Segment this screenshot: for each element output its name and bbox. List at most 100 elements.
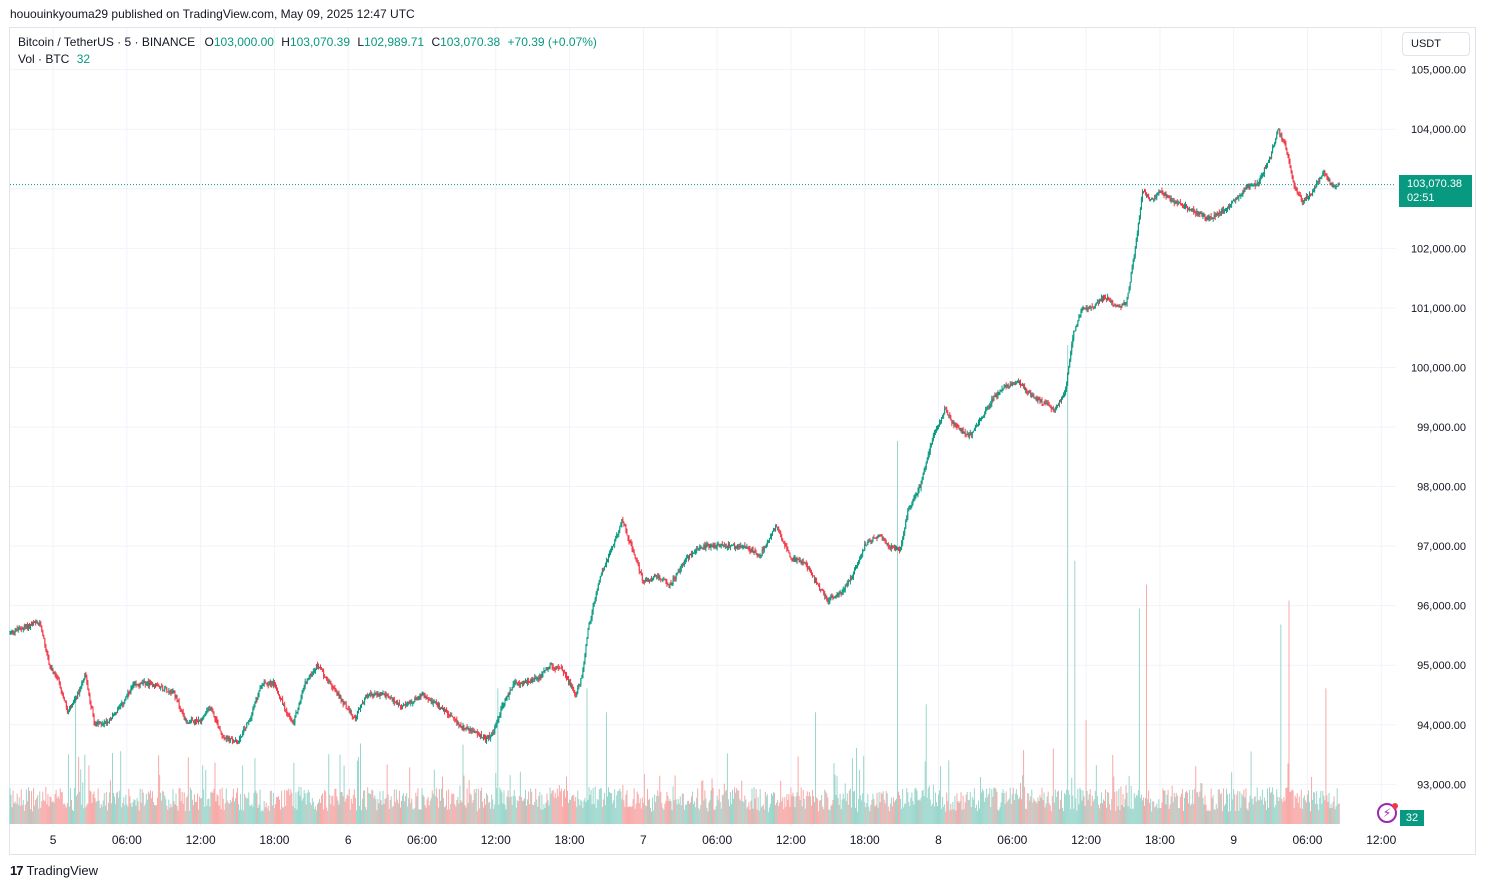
- candle-body: [170, 691, 172, 693]
- volume-bar: [1190, 805, 1192, 824]
- candle-body: [1332, 185, 1334, 187]
- volume-bar: [161, 800, 163, 824]
- candle-body: [1004, 384, 1006, 387]
- candle-body: [303, 686, 305, 691]
- candle-body: [628, 538, 630, 542]
- candle-body: [1117, 305, 1119, 307]
- volume-bar: [1158, 799, 1160, 824]
- volume-bar: [417, 788, 419, 824]
- candle-body: [160, 686, 162, 689]
- volume-bar: [477, 788, 479, 824]
- candle-body: [274, 683, 276, 687]
- candle-body: [253, 706, 255, 710]
- candle-body: [976, 425, 978, 427]
- candle-body: [72, 703, 74, 707]
- volume-bar: [402, 795, 404, 824]
- candle-body: [231, 738, 233, 741]
- volume-bar: [231, 797, 233, 824]
- volume-bar: [323, 809, 325, 824]
- volume-bar: [1326, 795, 1328, 824]
- candle-body: [688, 554, 690, 559]
- volume-bar: [996, 791, 998, 824]
- volume-bar: [124, 804, 126, 824]
- volume-legend[interactable]: Vol · BTC 32: [18, 52, 90, 66]
- volume-bar: [223, 810, 225, 824]
- volume-bar: [1104, 800, 1106, 824]
- volume-bar: [796, 792, 798, 824]
- volume-bar: [339, 754, 341, 824]
- candle-body: [1304, 198, 1306, 200]
- volume-bar: [217, 795, 219, 824]
- volume-bar: [101, 806, 103, 824]
- candle-body: [982, 417, 984, 419]
- volume-bar: [188, 810, 190, 824]
- volume-bar: [730, 804, 732, 824]
- candle-body: [432, 702, 434, 704]
- volume-bar: [753, 787, 755, 824]
- volume-bar: [116, 792, 118, 824]
- volume-bar: [874, 806, 876, 824]
- candle-body: [331, 683, 333, 687]
- volume-bar: [1092, 801, 1094, 824]
- symbol-name[interactable]: Bitcoin / TetherUS · 5 · BINANCE: [18, 35, 196, 49]
- volume-bar: [702, 780, 704, 824]
- candle-body: [670, 582, 672, 585]
- volume-bar: [113, 792, 115, 824]
- candle-body: [374, 693, 376, 696]
- volume-bar: [710, 790, 712, 824]
- candle-body: [691, 554, 693, 556]
- volume-bar: [56, 798, 58, 824]
- volume-bar: [1263, 797, 1265, 824]
- candle-body: [839, 592, 841, 594]
- candle-body: [819, 585, 821, 590]
- volume-bar: [1319, 797, 1321, 824]
- candle-body: [1089, 306, 1091, 308]
- volume-bar: [1053, 802, 1055, 824]
- volume-bar: [540, 809, 542, 824]
- volume-bar: [732, 789, 734, 824]
- candle-body: [1266, 162, 1268, 166]
- currency-unit-button[interactable]: USDT: [1402, 32, 1470, 56]
- volume-bar: [490, 808, 492, 824]
- candle-body: [519, 683, 521, 685]
- candle-body: [314, 669, 316, 671]
- candle-body: [82, 682, 84, 684]
- volume-bar: [934, 792, 936, 824]
- volume-bar: [737, 790, 739, 824]
- volume-bar: [84, 754, 86, 824]
- candle-body: [69, 706, 71, 709]
- candle-body: [582, 669, 584, 678]
- candle-body: [1111, 301, 1113, 303]
- volume-bar: [591, 804, 593, 824]
- volume-bar: [1105, 789, 1107, 824]
- candle-body: [615, 537, 617, 542]
- volume-bar: [919, 800, 921, 824]
- volume-bar: [218, 805, 220, 824]
- volume-bar: [565, 776, 567, 824]
- candle-body: [461, 727, 463, 729]
- volume-bar: [107, 802, 109, 824]
- volume-bar: [1281, 799, 1283, 824]
- volume-bar: [920, 797, 922, 824]
- volume-bar: [1202, 797, 1204, 824]
- volume-bar: [638, 803, 640, 824]
- volume-bar: [175, 793, 177, 824]
- volume-bar: [66, 803, 68, 824]
- volume-bar: [240, 793, 242, 824]
- volume-bar: [580, 799, 582, 824]
- candle-body: [1283, 140, 1285, 143]
- candle-body: [18, 627, 20, 630]
- volume-bar: [1026, 809, 1028, 824]
- volume-bar: [457, 796, 459, 824]
- last-volume-label: 32: [1400, 810, 1424, 826]
- candle-body: [677, 571, 679, 574]
- volume-bar: [1195, 766, 1197, 824]
- chart-frame[interactable]: [9, 27, 1476, 855]
- symbol-legend[interactable]: Bitcoin / TetherUS · 5 · BINANCE O103,00…: [18, 35, 597, 49]
- candle-body: [921, 479, 923, 483]
- tradingview-logo[interactable]: 17 TradingView: [10, 863, 98, 878]
- candle-body: [1321, 175, 1323, 178]
- volume-bar: [471, 802, 473, 824]
- candle-body: [633, 551, 635, 555]
